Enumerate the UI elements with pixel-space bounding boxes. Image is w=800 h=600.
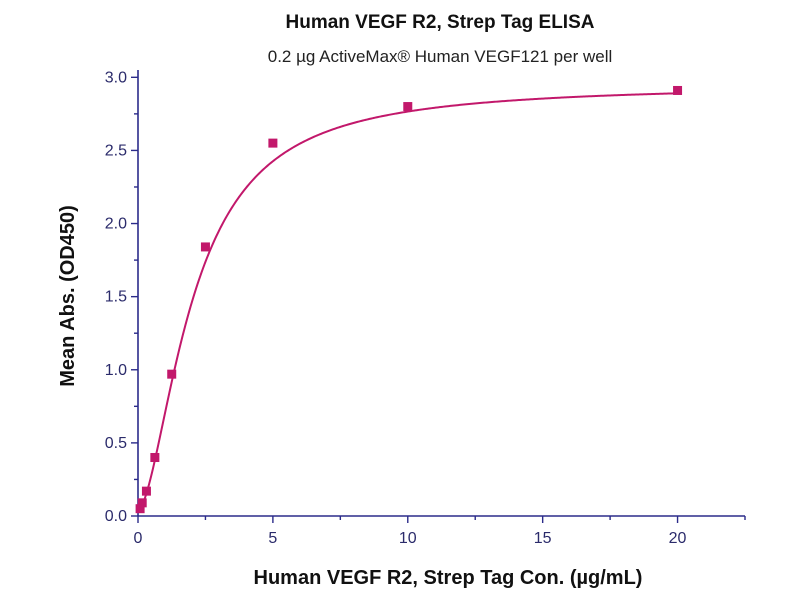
data-point <box>141 486 151 496</box>
data-point <box>150 453 160 463</box>
y-tick-label: 0.0 <box>105 508 127 525</box>
y-axis-ticks: 0.0 0.5 1.0 1.5 2.0 2.5 3.0 <box>105 69 138 525</box>
data-point <box>403 102 413 112</box>
data-point <box>137 498 147 508</box>
x-tick-label: 10 <box>399 530 417 547</box>
x-axis-label: Human VEGF R2, Strep Tag Con. (µg/mL) <box>254 567 643 589</box>
chart-subtitle: 0.2 µg ActiveMax® Human VEGF121 per well <box>268 47 613 66</box>
y-tick-label: 2.5 <box>105 142 127 159</box>
data-point <box>200 242 210 252</box>
fit-curve <box>138 92 678 510</box>
data-points <box>135 85 683 514</box>
y-tick-label: 2.0 <box>105 216 127 233</box>
data-point <box>673 85 683 95</box>
x-tick-label: 5 <box>268 530 277 547</box>
x-tick-label: 20 <box>669 530 687 547</box>
data-point <box>167 369 177 379</box>
data-point <box>135 504 145 514</box>
y-tick-label: 1.0 <box>105 362 127 379</box>
x-tick-label: 15 <box>534 530 552 547</box>
y-tick-label: 1.5 <box>105 289 127 306</box>
y-axis-label: Mean Abs. (OD450) <box>57 205 79 387</box>
y-tick-label: 0.5 <box>105 435 127 452</box>
x-axis-ticks: 0 5 10 15 20 <box>134 516 746 547</box>
y-tick-label: 3.0 <box>105 69 127 86</box>
data-point <box>268 138 278 148</box>
x-tick-label: 0 <box>134 530 143 547</box>
chart-title: Human VEGF R2, Strep Tag ELISA <box>286 12 595 33</box>
